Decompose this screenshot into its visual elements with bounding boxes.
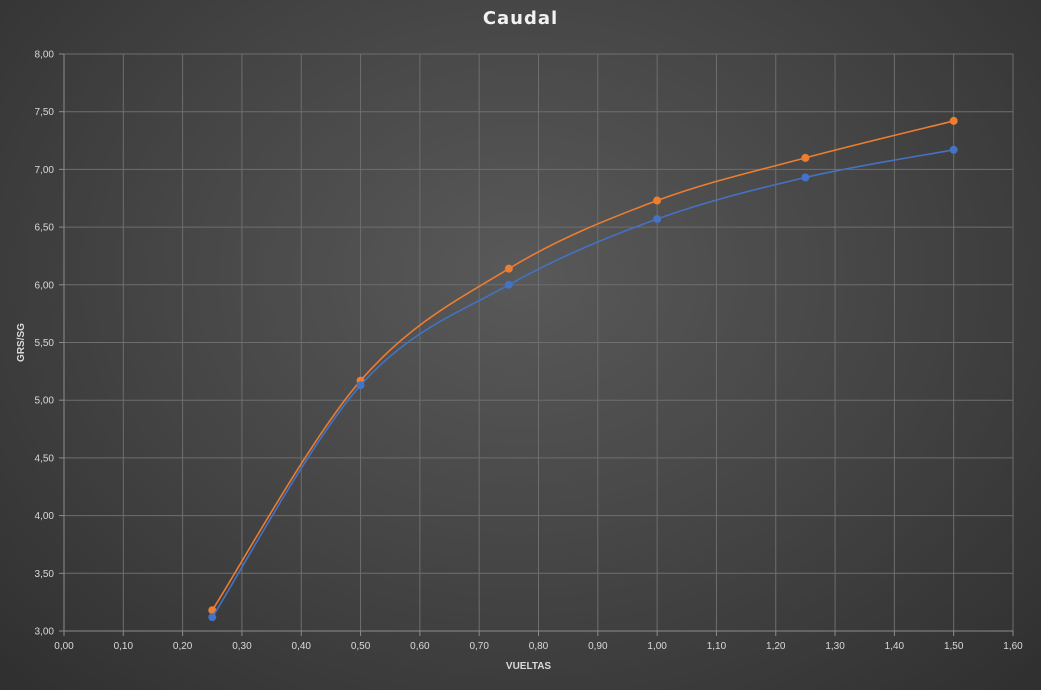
x-tick-label: 0,70 [469, 641, 489, 652]
series-1-point [801, 173, 810, 182]
y-tick-label: 7,50 [35, 107, 55, 118]
series-line-0 [211, 120, 954, 611]
y-tick-label: 5,00 [35, 396, 55, 407]
x-tick-label: 0,90 [588, 641, 608, 652]
x-tick-label: 1,20 [766, 641, 786, 652]
series-0-point [949, 116, 958, 125]
series-1-point [208, 613, 217, 622]
series-1-point [949, 145, 958, 154]
y-tick-label: 7,00 [35, 165, 55, 176]
x-tick-label: 0,80 [529, 641, 549, 652]
series-0-point [801, 153, 810, 162]
y-tick-label: 3,50 [35, 569, 55, 580]
series-0-point [504, 264, 513, 273]
y-tick-label: 6,00 [35, 280, 55, 291]
x-tick-label: 1,00 [647, 641, 667, 652]
x-tick-label: 1,60 [1003, 641, 1023, 652]
x-tick-label: 1,50 [944, 641, 964, 652]
series-0-point [208, 606, 217, 615]
x-axis-title: VUELTAS [506, 661, 552, 672]
x-tick-label: 0,40 [292, 641, 312, 652]
x-tick-label: 1,10 [707, 641, 727, 652]
y-tick-label: 8,00 [35, 50, 55, 61]
y-tick-label: 6,50 [35, 223, 55, 234]
x-tick-label: 1,30 [825, 641, 845, 652]
y-tick-label: 4,00 [35, 511, 55, 522]
y-tick-label: 4,50 [35, 453, 55, 464]
x-tick-label: 0,50 [351, 641, 371, 652]
x-tick-label: 0,10 [114, 641, 134, 652]
x-tick-label: 1,40 [885, 641, 905, 652]
y-axis-title: GRS/SG [16, 323, 27, 362]
x-tick-label: 0,60 [410, 641, 430, 652]
x-tick-label: 0,30 [232, 641, 252, 652]
y-tick-label: 5,50 [35, 338, 55, 349]
x-tick-label: 0,20 [173, 641, 193, 652]
series-line-1 [211, 148, 954, 618]
series-0-point [653, 196, 662, 205]
chart-title: Caudal [482, 8, 559, 29]
series-1-point [504, 280, 513, 289]
y-tick-label: 3,00 [35, 627, 55, 638]
series-1-point [356, 381, 365, 390]
series-1-point [653, 215, 662, 224]
x-tick-label: 0,00 [54, 641, 74, 652]
